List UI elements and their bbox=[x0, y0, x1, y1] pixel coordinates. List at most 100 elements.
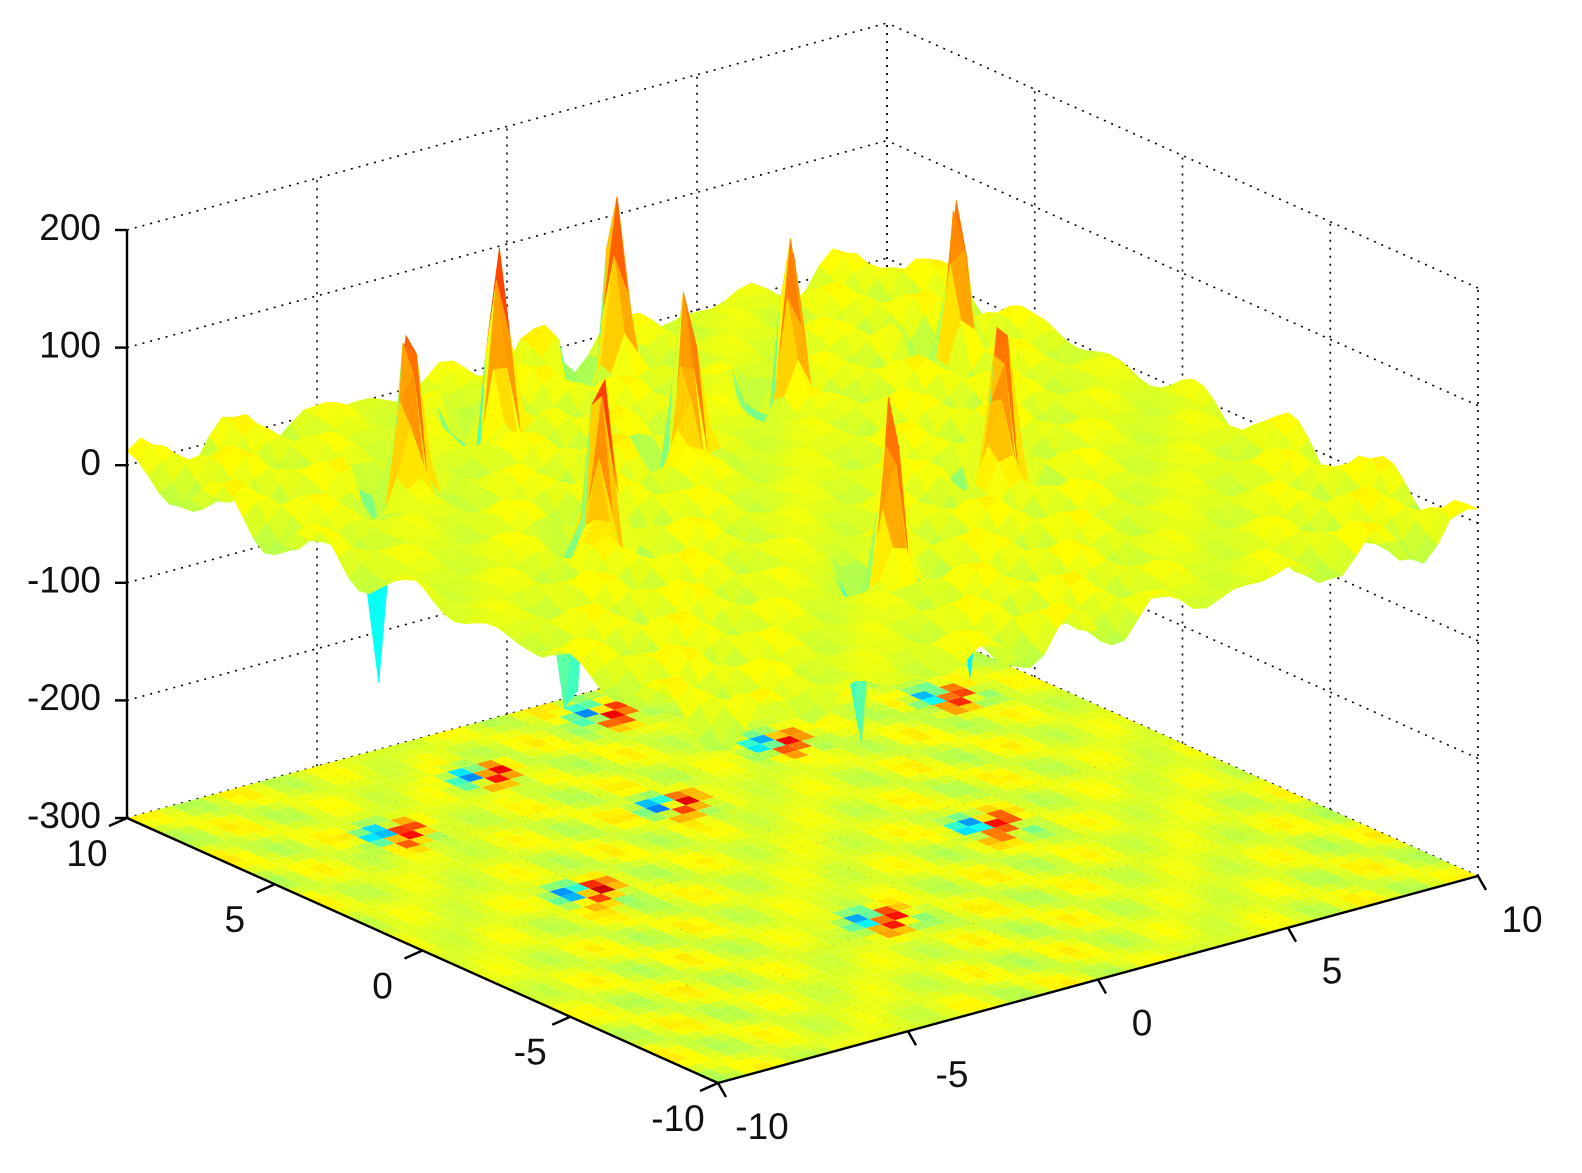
contour-cell bbox=[773, 850, 800, 861]
contour-cell bbox=[880, 772, 907, 782]
contour-cell bbox=[997, 888, 1024, 898]
contour-cell bbox=[1072, 900, 1099, 910]
contour-cell bbox=[292, 793, 319, 803]
contour-cell bbox=[307, 863, 334, 873]
contour-cell bbox=[644, 1025, 671, 1035]
contour-cell bbox=[685, 948, 712, 958]
contour-cell bbox=[433, 804, 460, 814]
contour-cell bbox=[987, 841, 1014, 851]
contour-cell bbox=[839, 922, 866, 933]
contour-cell bbox=[672, 763, 699, 773]
contour-cell bbox=[482, 962, 509, 972]
contour-cell bbox=[744, 1006, 770, 1016]
contour-cell bbox=[742, 974, 769, 984]
contour-cell bbox=[502, 908, 529, 918]
contour-cell bbox=[703, 861, 730, 871]
contour-cell bbox=[383, 834, 410, 844]
contour-cell bbox=[982, 744, 1009, 754]
contour-cell bbox=[1076, 923, 1103, 933]
contour-cell bbox=[805, 833, 832, 844]
contour-cell bbox=[948, 950, 975, 960]
contour-cell bbox=[731, 1042, 757, 1052]
contour-cell bbox=[810, 783, 837, 793]
contour-cell bbox=[346, 828, 373, 838]
contour-cell bbox=[1122, 723, 1149, 733]
contour-cell bbox=[1201, 906, 1228, 916]
contour-cell bbox=[612, 968, 639, 978]
contour-cell bbox=[869, 693, 896, 703]
contour-cell bbox=[826, 885, 853, 895]
contour-cell bbox=[612, 747, 639, 757]
contour-cell bbox=[904, 962, 931, 972]
contour-cell bbox=[1322, 865, 1349, 875]
contour-cell bbox=[393, 880, 420, 890]
contour-cell bbox=[419, 808, 446, 818]
contour-cell bbox=[602, 774, 629, 784]
contour-cell bbox=[532, 932, 559, 942]
contour-cell bbox=[757, 822, 784, 832]
contour-cell bbox=[711, 875, 738, 886]
contour-cell bbox=[446, 767, 473, 777]
contour-cell bbox=[591, 769, 618, 779]
contour-cell bbox=[919, 958, 946, 968]
contour-cell bbox=[239, 832, 266, 842]
contour-cell bbox=[645, 804, 671, 814]
contour-cell bbox=[713, 908, 740, 918]
contour-cell bbox=[1054, 766, 1081, 776]
contour-cell bbox=[760, 887, 787, 897]
contour-cell bbox=[860, 753, 887, 763]
contour-cell bbox=[338, 813, 365, 823]
contour-cell bbox=[810, 1004, 837, 1014]
contour-cell bbox=[766, 721, 793, 731]
contour-cell bbox=[448, 800, 475, 810]
contour-cell bbox=[367, 879, 394, 889]
contour-cell bbox=[748, 734, 775, 744]
contour-cell bbox=[994, 749, 1021, 759]
contour-cell bbox=[403, 779, 430, 789]
contour-cell bbox=[531, 753, 558, 763]
contour-cell bbox=[1063, 812, 1090, 822]
contour-cell bbox=[971, 887, 998, 897]
contour-cell bbox=[558, 786, 585, 796]
contour-cell bbox=[768, 827, 795, 837]
contour-cell bbox=[659, 1021, 686, 1031]
contour-cell bbox=[500, 876, 527, 886]
contour-cell bbox=[974, 951, 1001, 961]
contour-cell bbox=[474, 875, 501, 885]
contour-cell bbox=[1018, 866, 1045, 876]
contour-cell bbox=[1067, 729, 1094, 740]
contour-cell bbox=[791, 764, 818, 774]
contour-cell bbox=[981, 786, 1008, 796]
contour-cell bbox=[1224, 916, 1251, 926]
contour-cell bbox=[966, 790, 993, 800]
contour-cell bbox=[482, 815, 509, 825]
contour-cell bbox=[633, 946, 660, 956]
contour-cell bbox=[914, 935, 941, 945]
contour-cell bbox=[1224, 842, 1251, 852]
contour-cell bbox=[609, 830, 636, 840]
contour-cell bbox=[744, 785, 771, 795]
contour-cell bbox=[964, 684, 991, 694]
contour-cell bbox=[632, 840, 658, 850]
contour-cell bbox=[963, 725, 990, 735]
contour-cell bbox=[617, 991, 644, 1001]
contour-cell bbox=[646, 762, 673, 772]
contour-cell bbox=[768, 975, 795, 985]
contour-cell bbox=[396, 871, 423, 881]
contour-cell bbox=[753, 905, 780, 915]
contour-cell bbox=[685, 1022, 712, 1032]
contour-cell bbox=[628, 775, 655, 785]
contour-cell bbox=[870, 799, 897, 809]
contour-cell bbox=[860, 900, 887, 910]
contour-cell bbox=[1041, 876, 1068, 886]
contour-cell bbox=[425, 789, 452, 800]
contour-cell bbox=[731, 968, 757, 979]
contour-cell bbox=[1188, 868, 1215, 878]
contour-cell bbox=[612, 821, 639, 831]
contour-cell bbox=[979, 680, 1006, 690]
contour-cell bbox=[1005, 976, 1032, 986]
contour-cell bbox=[606, 765, 633, 775]
contour-cell bbox=[692, 856, 719, 866]
contour-cell bbox=[1010, 925, 1037, 935]
contour-cell bbox=[310, 780, 337, 790]
